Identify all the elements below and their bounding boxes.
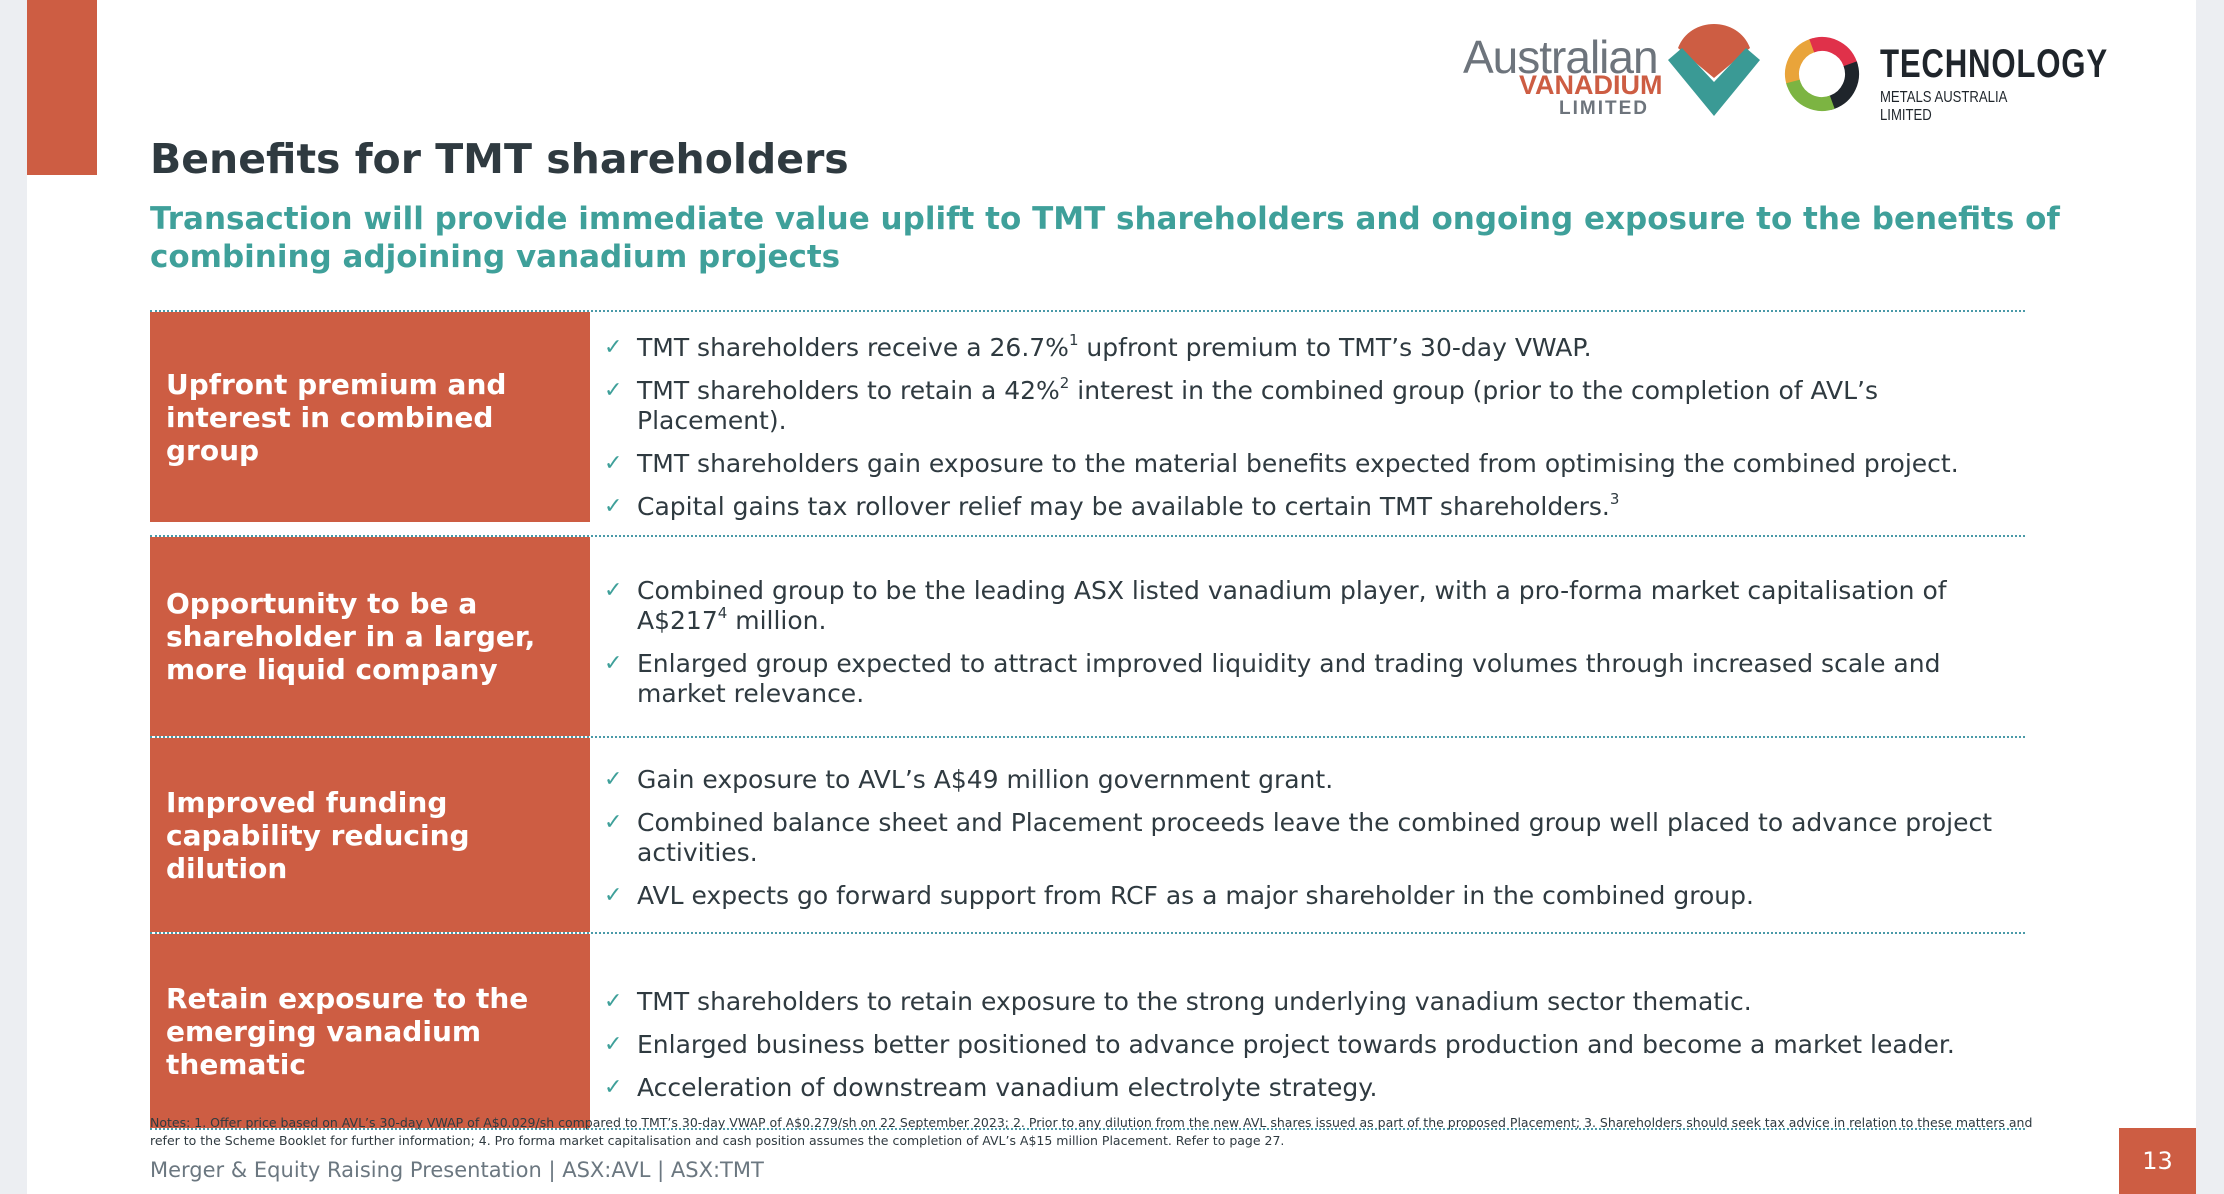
benefit-row-label: Upfront premium and interest in combined… (150, 312, 590, 522)
slide-subtitle: Transaction will provide immediate value… (150, 201, 2060, 275)
benefit-text: TMT shareholders receive a 26.7% (637, 333, 1069, 362)
checkmark-icon: ✓ (604, 810, 623, 835)
benefit-list: ✓ TMT shareholders receive a 26.7%1 upfro… (590, 312, 2025, 522)
checkmark-icon: ✓ (604, 378, 623, 403)
avl-logo-word: Australian (1463, 31, 1659, 83)
benefit-text-continued: million. (727, 606, 827, 635)
avl-logo-mark-icon (1668, 24, 1760, 116)
corner-accent-bar (27, 0, 97, 175)
benefit-text: TMT shareholders to retain a 42% (637, 376, 1060, 405)
benefit-row: Improved funding capability reducing dil… (150, 736, 2025, 932)
benefit-text: Acceleration of downstream vanadium elec… (637, 1073, 1378, 1102)
page-number: 13 (2119, 1128, 2196, 1194)
benefit-text-continued: upfront premium to TMT’s 30-day VWAP. (1078, 333, 1592, 362)
benefit-text: Enlarged group expected to attract impro… (637, 649, 1941, 708)
checkmark-icon: ✓ (604, 1075, 623, 1100)
benefit-row-label: Improved funding capability reducing dil… (150, 738, 590, 932)
tmt-logo: TECHNOLOGY METALS AUSTRALIA LIMITED (1782, 34, 2107, 124)
benefit-item: ✓ Gain exposure to AVL’s A$49 million gov… (604, 765, 2025, 795)
benefit-item: ✓ TMT shareholders receive a 26.7%1 upfro… (604, 333, 2025, 363)
slide-title: Benefits for TMT shareholders (150, 135, 849, 183)
benefits-table: Upfront premium and interest in combined… (150, 310, 2025, 1130)
footer-text: Merger & Equity Raising Presentation | A… (150, 1158, 764, 1182)
footnote-ref: 3 (1609, 490, 1620, 508)
checkmark-icon: ✓ (604, 767, 623, 792)
benefit-item: ✓ AVL expects go forward support from RCF… (604, 881, 2025, 911)
benefit-row: Upfront premium and interest in combined… (150, 310, 2025, 522)
benefit-item: ✓ Acceleration of downstream vanadium ele… (604, 1073, 2025, 1103)
avl-logo-limited: LIMITED (1559, 98, 1649, 119)
benefit-row: Retain exposure to the emerging vanadium… (150, 932, 2025, 1130)
benefit-text: Combined group to be the leading ASX lis… (637, 576, 1947, 635)
benefit-text: Capital gains tax rollover relief may be… (637, 492, 1610, 521)
benefit-item: ✓ Combined group to be the leading ASX li… (604, 576, 2025, 636)
benefit-row-label: Retain exposure to the emerging vanadium… (150, 934, 590, 1128)
benefit-row: Opportunity to be a shareholder in a lar… (150, 535, 2025, 736)
avl-logo-vanadium: VANADIUM (1519, 70, 1663, 100)
benefit-list: ✓ Gain exposure to AVL’s A$49 million gov… (590, 738, 2025, 932)
benefit-list: ✓ TMT shareholders to retain exposure to … (590, 934, 2025, 1128)
benefit-text: TMT shareholders gain exposure to the ma… (637, 449, 1959, 478)
benefit-text: Gain exposure to AVL’s A$49 million gove… (637, 765, 1334, 794)
benefit-text: TMT shareholders to retain exposure to t… (637, 987, 1752, 1016)
checkmark-icon: ✓ (604, 883, 623, 908)
avl-logo: Australian VANADIUM LIMITED (1463, 22, 1793, 122)
footnotes: Notes: 1. Offer price based on AVL’s 30-… (150, 1115, 2033, 1148)
benefit-item: ✓ Combined balance sheet and Placement pr… (604, 808, 2025, 868)
checkmark-icon: ✓ (604, 494, 623, 519)
benefit-text-continued: interest in the combined group (prior to… (637, 376, 1879, 435)
footnote-ref: 2 (1059, 374, 1070, 392)
tmt-logo-sub: METALS AUSTRALIA LIMITED (1880, 89, 2007, 124)
checkmark-icon: ✓ (604, 335, 623, 360)
checkmark-icon: ✓ (604, 1032, 623, 1057)
footnote-ref: 1 (1068, 331, 1079, 349)
benefit-item: ✓ Enlarged group expected to attract impr… (604, 649, 2025, 709)
slide: Australian VANADIUM LIMITED TECHNOLOGY M… (27, 0, 2196, 1194)
checkmark-icon: ✓ (604, 989, 623, 1014)
benefit-item: ✓ Capital gains tax rollover relief may b… (604, 492, 2025, 522)
benefit-text: AVL expects go forward support from RCF … (637, 881, 1754, 910)
benefit-item: ✓ TMT shareholders gain exposure to the m… (604, 449, 2025, 479)
benefit-item: ✓ Enlarged business better positioned to … (604, 1030, 2025, 1060)
benefit-item: ✓ TMT shareholders to retain a 42%2 inter… (604, 376, 2025, 436)
tmt-logo-ring-icon (1785, 37, 1859, 111)
checkmark-icon: ✓ (604, 451, 623, 476)
benefit-item: ✓ TMT shareholders to retain exposure to … (604, 987, 2025, 1017)
tmt-logo-word: TECHNOLOGY (1880, 42, 2108, 86)
benefit-row-label: Opportunity to be a shareholder in a lar… (150, 537, 590, 736)
benefit-text: Combined balance sheet and Placement pro… (637, 808, 1993, 867)
benefit-list: ✓ Combined group to be the leading ASX li… (590, 537, 2025, 736)
checkmark-icon: ✓ (604, 578, 623, 603)
checkmark-icon: ✓ (604, 651, 623, 676)
benefit-text: Enlarged business better positioned to a… (637, 1030, 1955, 1059)
footnote-ref: 4 (717, 604, 728, 622)
